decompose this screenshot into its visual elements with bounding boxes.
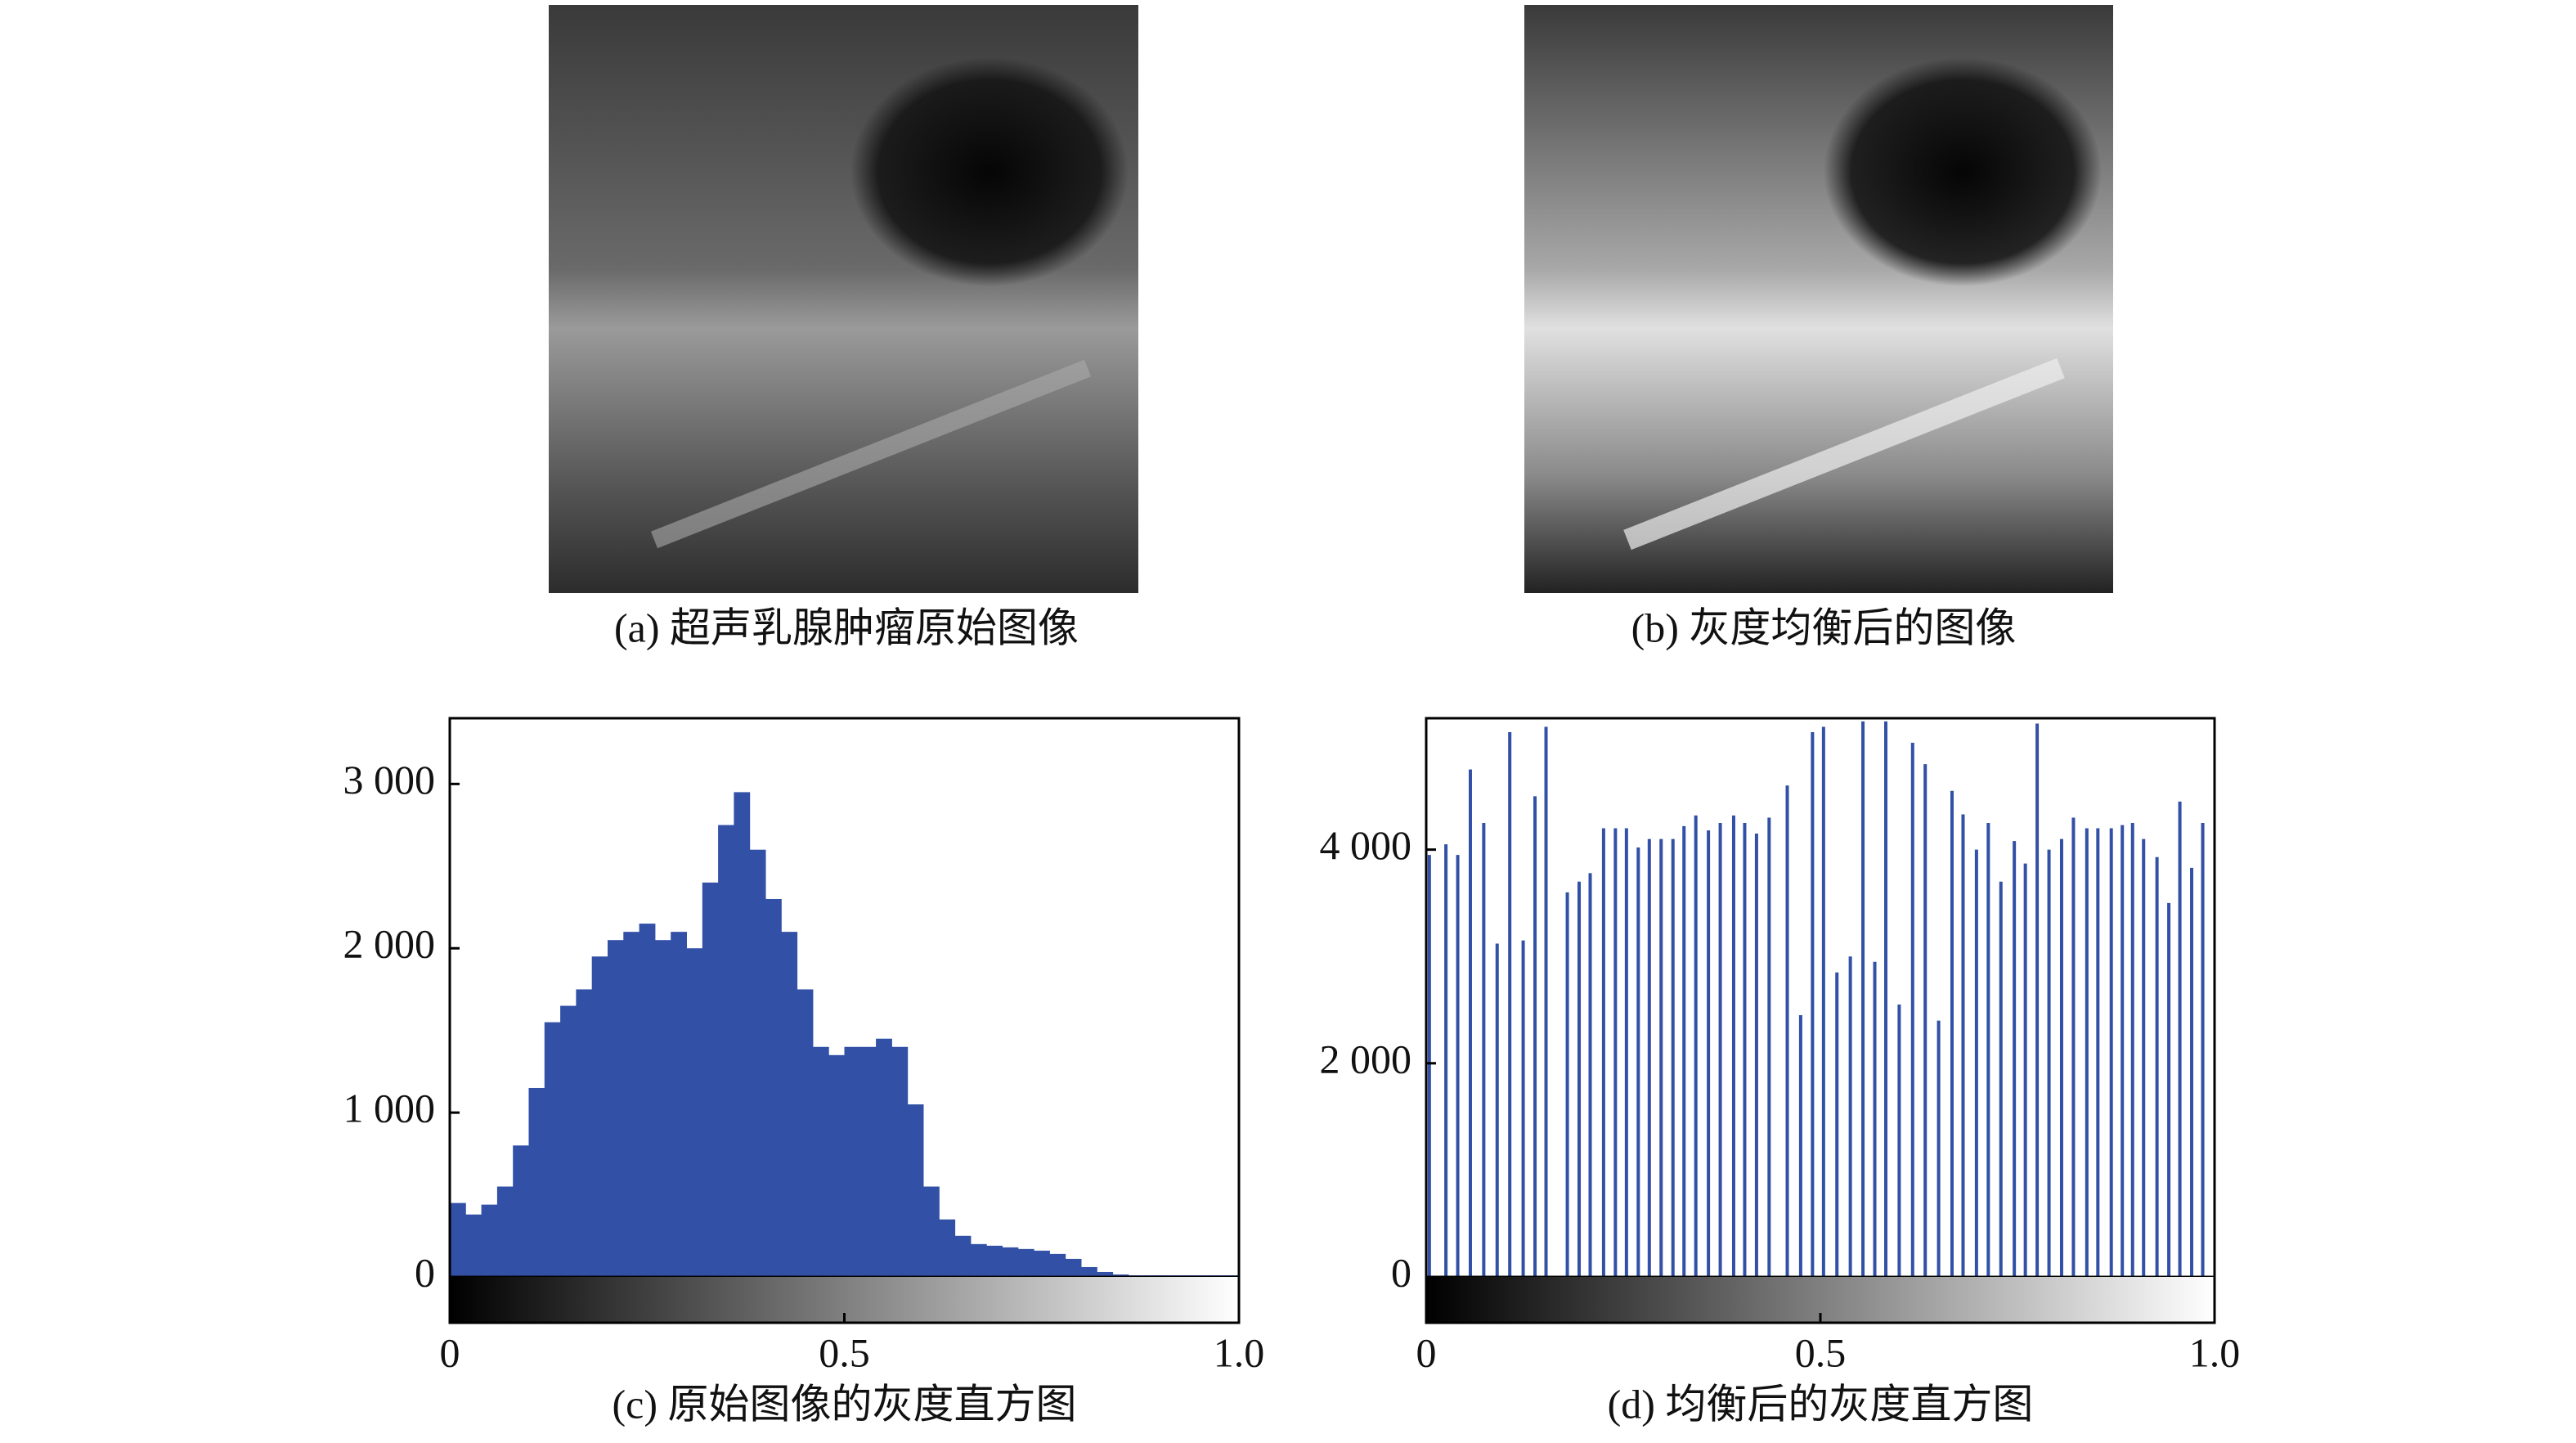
bar: [1017, 1248, 1034, 1277]
bar: [718, 825, 734, 1277]
bar: [781, 932, 798, 1277]
bar: [859, 1046, 877, 1277]
bar: [639, 924, 656, 1277]
bar: [970, 1243, 987, 1277]
bar: [828, 1054, 845, 1277]
y-tick-label: 4 000: [1320, 822, 1412, 868]
x-tick-label: 0: [440, 1329, 460, 1375]
bar: [876, 1038, 892, 1277]
bar: [686, 948, 703, 1277]
caption: (a) 超声乳腺肿瘤原始图像: [614, 605, 1079, 650]
bar: [986, 1245, 1003, 1277]
bar: [1081, 1266, 1097, 1277]
y-tick-label: 3 000: [343, 757, 436, 802]
bar: [450, 1202, 466, 1277]
x-tick-label: 0: [1416, 1329, 1437, 1375]
bar: [1112, 1274, 1129, 1277]
bar: [797, 989, 814, 1277]
x-tick-label: 0.5: [819, 1329, 870, 1375]
y-tick-label: 0: [1391, 1249, 1411, 1295]
bar: [544, 1022, 561, 1277]
bar: [654, 940, 671, 1277]
bar: [1097, 1271, 1114, 1277]
caption: (c) 原始图像的灰度直方图: [613, 1381, 1077, 1427]
bar: [939, 1219, 956, 1277]
bar: [907, 1104, 924, 1277]
bar: [481, 1204, 498, 1277]
y-tick-label: 0: [415, 1249, 435, 1295]
bar: [623, 932, 640, 1277]
bar: [891, 1046, 909, 1277]
y-tick-label: 2 000: [343, 921, 436, 967]
bar: [1002, 1247, 1019, 1277]
bar: [765, 898, 782, 1277]
bar: [576, 989, 593, 1277]
bar: [465, 1214, 482, 1277]
bar: [702, 882, 719, 1277]
bar: [734, 792, 751, 1277]
y-tick-label: 2 000: [1320, 1036, 1412, 1081]
bar: [496, 1186, 514, 1277]
bar: [844, 1046, 861, 1277]
bar: [812, 1046, 829, 1277]
bar: [513, 1145, 529, 1277]
bar: [671, 932, 687, 1277]
caption: (d) 均衡后的灰度直方图: [1608, 1381, 2034, 1427]
bar: [954, 1235, 972, 1277]
image-original: [549, 5, 1138, 593]
caption: (b) 灰度均衡后的图像: [1631, 605, 2017, 650]
bar: [1034, 1250, 1050, 1277]
x-tick-label: 1.0: [2189, 1329, 2241, 1375]
y-tick-label: 1 000: [343, 1086, 436, 1131]
bar: [560, 1005, 577, 1277]
image-equalized: [1524, 5, 2113, 593]
bar: [749, 849, 766, 1277]
x-tick-label: 1.0: [1214, 1329, 1265, 1375]
bar: [1065, 1258, 1082, 1277]
bar: [923, 1186, 940, 1277]
bar: [528, 1087, 545, 1277]
bar: [1049, 1253, 1066, 1277]
bar: [591, 956, 608, 1277]
x-tick-label: 0.5: [1795, 1329, 1847, 1375]
bar: [608, 940, 624, 1277]
